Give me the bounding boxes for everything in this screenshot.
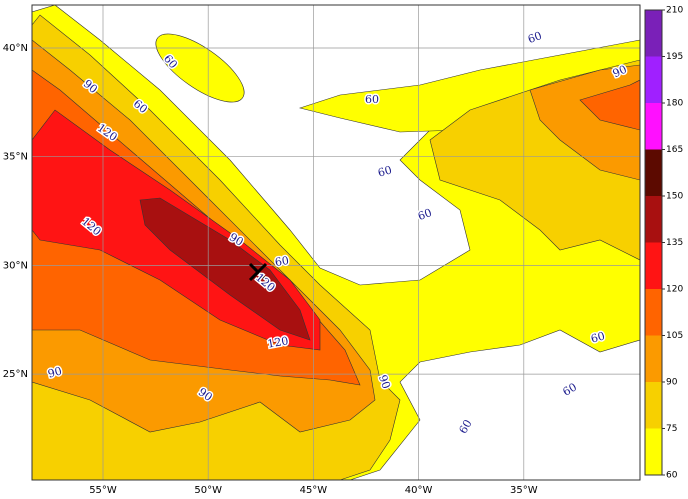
colorbar-band: [645, 428, 662, 475]
colorbar-label: 120: [666, 285, 683, 295]
colorbar-label: 180: [666, 99, 683, 109]
colorbar-label: 210: [666, 6, 683, 16]
lat-label: 25°N: [3, 369, 28, 380]
contour-label: 60: [456, 417, 474, 436]
colorbar-label: 75: [666, 424, 677, 434]
colorbar-band: [645, 103, 662, 150]
colorbar-label: 150: [666, 192, 683, 202]
colorbar-band: [645, 56, 662, 103]
contour-label: 120: [266, 334, 289, 350]
lon-label: 40°W: [405, 485, 433, 496]
contour-label: 60: [416, 206, 434, 223]
wind-field: [32, 5, 640, 480]
contour-label: 90: [376, 373, 393, 391]
colorbar-label: 90: [666, 378, 678, 388]
colorbar-label: 105: [666, 331, 683, 341]
contour-label: 60: [376, 163, 393, 179]
position-marker: [248, 262, 268, 282]
contour-label: 60: [365, 93, 379, 106]
lon-label: 50°W: [194, 485, 222, 496]
colorbar-band: [645, 382, 662, 429]
colorbar-band: [645, 196, 662, 243]
contour-label: 60: [526, 29, 544, 46]
colorbar-band: [645, 289, 662, 336]
lat-label: 40°N: [3, 43, 28, 54]
contour-label: 60: [560, 380, 579, 398]
contour-label: 90: [46, 364, 63, 380]
contour-label: 60: [589, 329, 606, 345]
colorbar-band: [645, 10, 662, 57]
wind-band: [139, 197, 311, 341]
lon-label: 55°W: [89, 485, 117, 496]
contour-label: 60: [274, 254, 290, 269]
wind-band: [579, 79, 640, 131]
lat-label: 35°N: [3, 152, 28, 163]
colorbar-band: [645, 149, 662, 196]
lat-label: 30°N: [3, 260, 28, 271]
map-frame: [31, 4, 641, 481]
colorbar-label: 135: [666, 238, 683, 248]
colorbar-label: 60: [666, 471, 678, 481]
wind-band: [155, 33, 245, 103]
colorbar-band: [645, 242, 662, 289]
lon-label: 45°W: [300, 485, 328, 496]
graticule: 55°W 50°W 45°W 40°W 35°W 40°N 35°N 30°N 25°N: [3, 5, 640, 496]
colorbar-label: 195: [666, 52, 683, 62]
colorbar-band: [645, 335, 662, 382]
lon-label: 35°W: [510, 485, 538, 496]
colorbar-label: 165: [666, 145, 683, 155]
